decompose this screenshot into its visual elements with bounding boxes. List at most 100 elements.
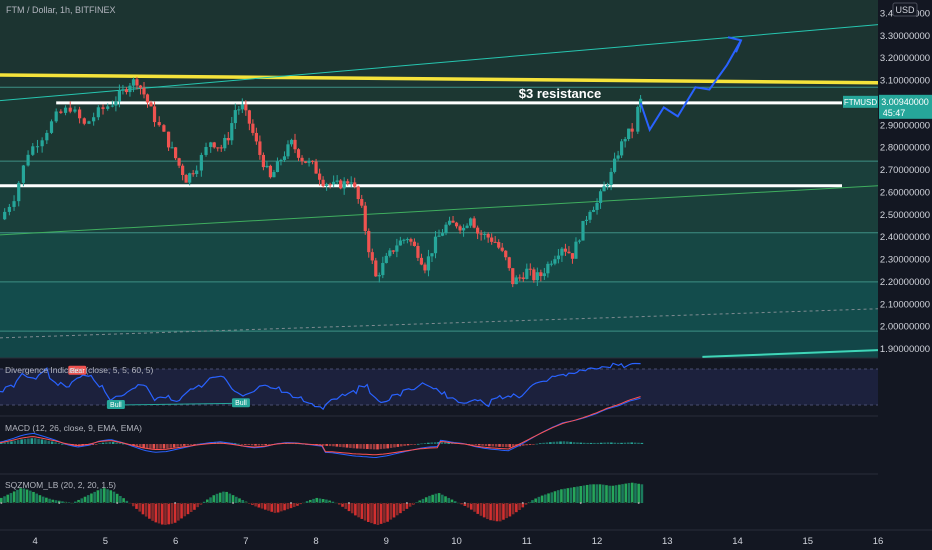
sqzmom-bar (106, 489, 109, 503)
price-tick-label: 1.90000000 (880, 344, 930, 355)
currency-badge[interactable] (892, 2, 918, 17)
sqzmom-bar (344, 503, 348, 509)
macd-histogram-bar (50, 441, 54, 444)
sqzmom-dot (148, 502, 151, 504)
candle-body (370, 252, 374, 261)
sqzmom-bar (560, 489, 563, 503)
macd-histogram-bar (627, 442, 630, 444)
candle-body (128, 85, 132, 93)
candle-body (49, 121, 54, 133)
candles (3, 76, 643, 288)
sqzmom-bar (270, 503, 273, 512)
candle-body (525, 268, 529, 279)
candle-body (384, 255, 388, 263)
candle-body (258, 141, 262, 155)
sqzmom-dot (232, 502, 235, 504)
candle-body (356, 186, 360, 200)
candle-body (353, 182, 357, 187)
sqzmom-dot (38, 502, 41, 504)
divergence-marker-label: Bull (110, 402, 122, 409)
sqzmom-bar (28, 490, 32, 503)
candle-body (40, 140, 44, 147)
sqzmom-bar (41, 496, 45, 503)
sqzmom-dot (58, 502, 61, 504)
price-tick-label: 3.30000000 (880, 31, 930, 42)
sqzmom-dot (631, 502, 634, 504)
macd-histogram-bar (488, 444, 491, 447)
sqzmom-bar (444, 496, 447, 503)
sqzmom-bar (125, 500, 129, 503)
candle-body (497, 242, 501, 248)
sqzmom-bar (154, 503, 158, 523)
sqzmom-bar (273, 503, 277, 513)
macd-histogram-bar (152, 444, 156, 449)
macd-histogram-bar (3, 442, 6, 444)
sqzmom-bar (589, 484, 592, 503)
price-tick-label: 2.90000000 (880, 120, 930, 131)
candle-body (110, 105, 114, 107)
sqzmom-dot (174, 502, 177, 504)
macd-histogram-bar (57, 442, 61, 444)
sqzmom-bar (524, 503, 528, 505)
sqzmom-bar (473, 503, 476, 512)
sqzmom-bar (531, 500, 534, 503)
candle-body (230, 123, 234, 141)
sqzmom-bar (196, 503, 199, 508)
candle-body (630, 128, 634, 132)
sqzmom-bar (434, 493, 438, 503)
macd-histogram-bar (481, 444, 484, 446)
macd-histogram-bar (505, 444, 508, 448)
candle-body (174, 147, 178, 159)
macd-histogram-bar (16, 440, 20, 444)
time-tick-label: 15 (802, 536, 813, 547)
symbol-tag (843, 95, 878, 108)
sqzmom-dot (573, 502, 576, 504)
trend-yellow-trend (0, 73, 879, 85)
macd-histogram-bar (321, 444, 325, 446)
sqzmom-dot (96, 502, 99, 504)
sqzmom-bar (563, 488, 566, 503)
candle-body (493, 241, 497, 243)
macd-histogram-bar (105, 442, 108, 444)
candle-body (54, 111, 58, 122)
time-axis[interactable]: 4 5 6 7 8 9 10 11 12 13 14 15 16 (0, 529, 932, 547)
time-tick-label: 13 (662, 536, 673, 547)
sqzmom-bar (215, 493, 219, 503)
sqzmom-bar (357, 503, 360, 518)
sqzmom-bar (421, 498, 425, 503)
macd-histogram-bar (172, 444, 176, 448)
macd-histogram-bar (447, 442, 450, 444)
macd-histogram-bar (410, 444, 413, 445)
sqzmom-bar (392, 503, 396, 518)
trend-channel-mid (0, 185, 879, 236)
candle-body (591, 209, 596, 212)
macd-histogram-bar (335, 444, 339, 447)
price-axis[interactable] (878, 0, 932, 550)
sqzmom-bar (138, 503, 142, 512)
candle-body (437, 235, 441, 237)
sqzmom-bar (170, 503, 174, 524)
macd-histogram-bar (352, 444, 356, 449)
candle-body (613, 158, 617, 172)
divergence-line (0, 362, 641, 411)
sqzmom-dot (547, 502, 550, 504)
candle-body (395, 245, 399, 252)
candle-body (412, 241, 417, 246)
price-tick-label: 2.50000000 (880, 210, 930, 221)
sqzmom-dot (502, 502, 505, 504)
sqzmom-dot (483, 502, 486, 504)
sqzmom-dot (19, 502, 22, 504)
time-tick-label: 10 (451, 536, 462, 547)
price-tick-label: 3.10000000 (880, 76, 930, 87)
sqzmom-dot (399, 502, 402, 504)
sqzmom-dot (199, 502, 202, 504)
price-tick-label: 2.40000000 (880, 232, 930, 243)
macd-histogram-bar (440, 441, 444, 444)
sqzmom-bar (289, 503, 293, 509)
macd-histogram-bar (521, 444, 525, 446)
sqzmom-bar (122, 498, 125, 503)
sqzmom-dot (264, 502, 267, 504)
sqzmom-bar (51, 499, 55, 503)
sqzmom-dot (347, 502, 350, 504)
